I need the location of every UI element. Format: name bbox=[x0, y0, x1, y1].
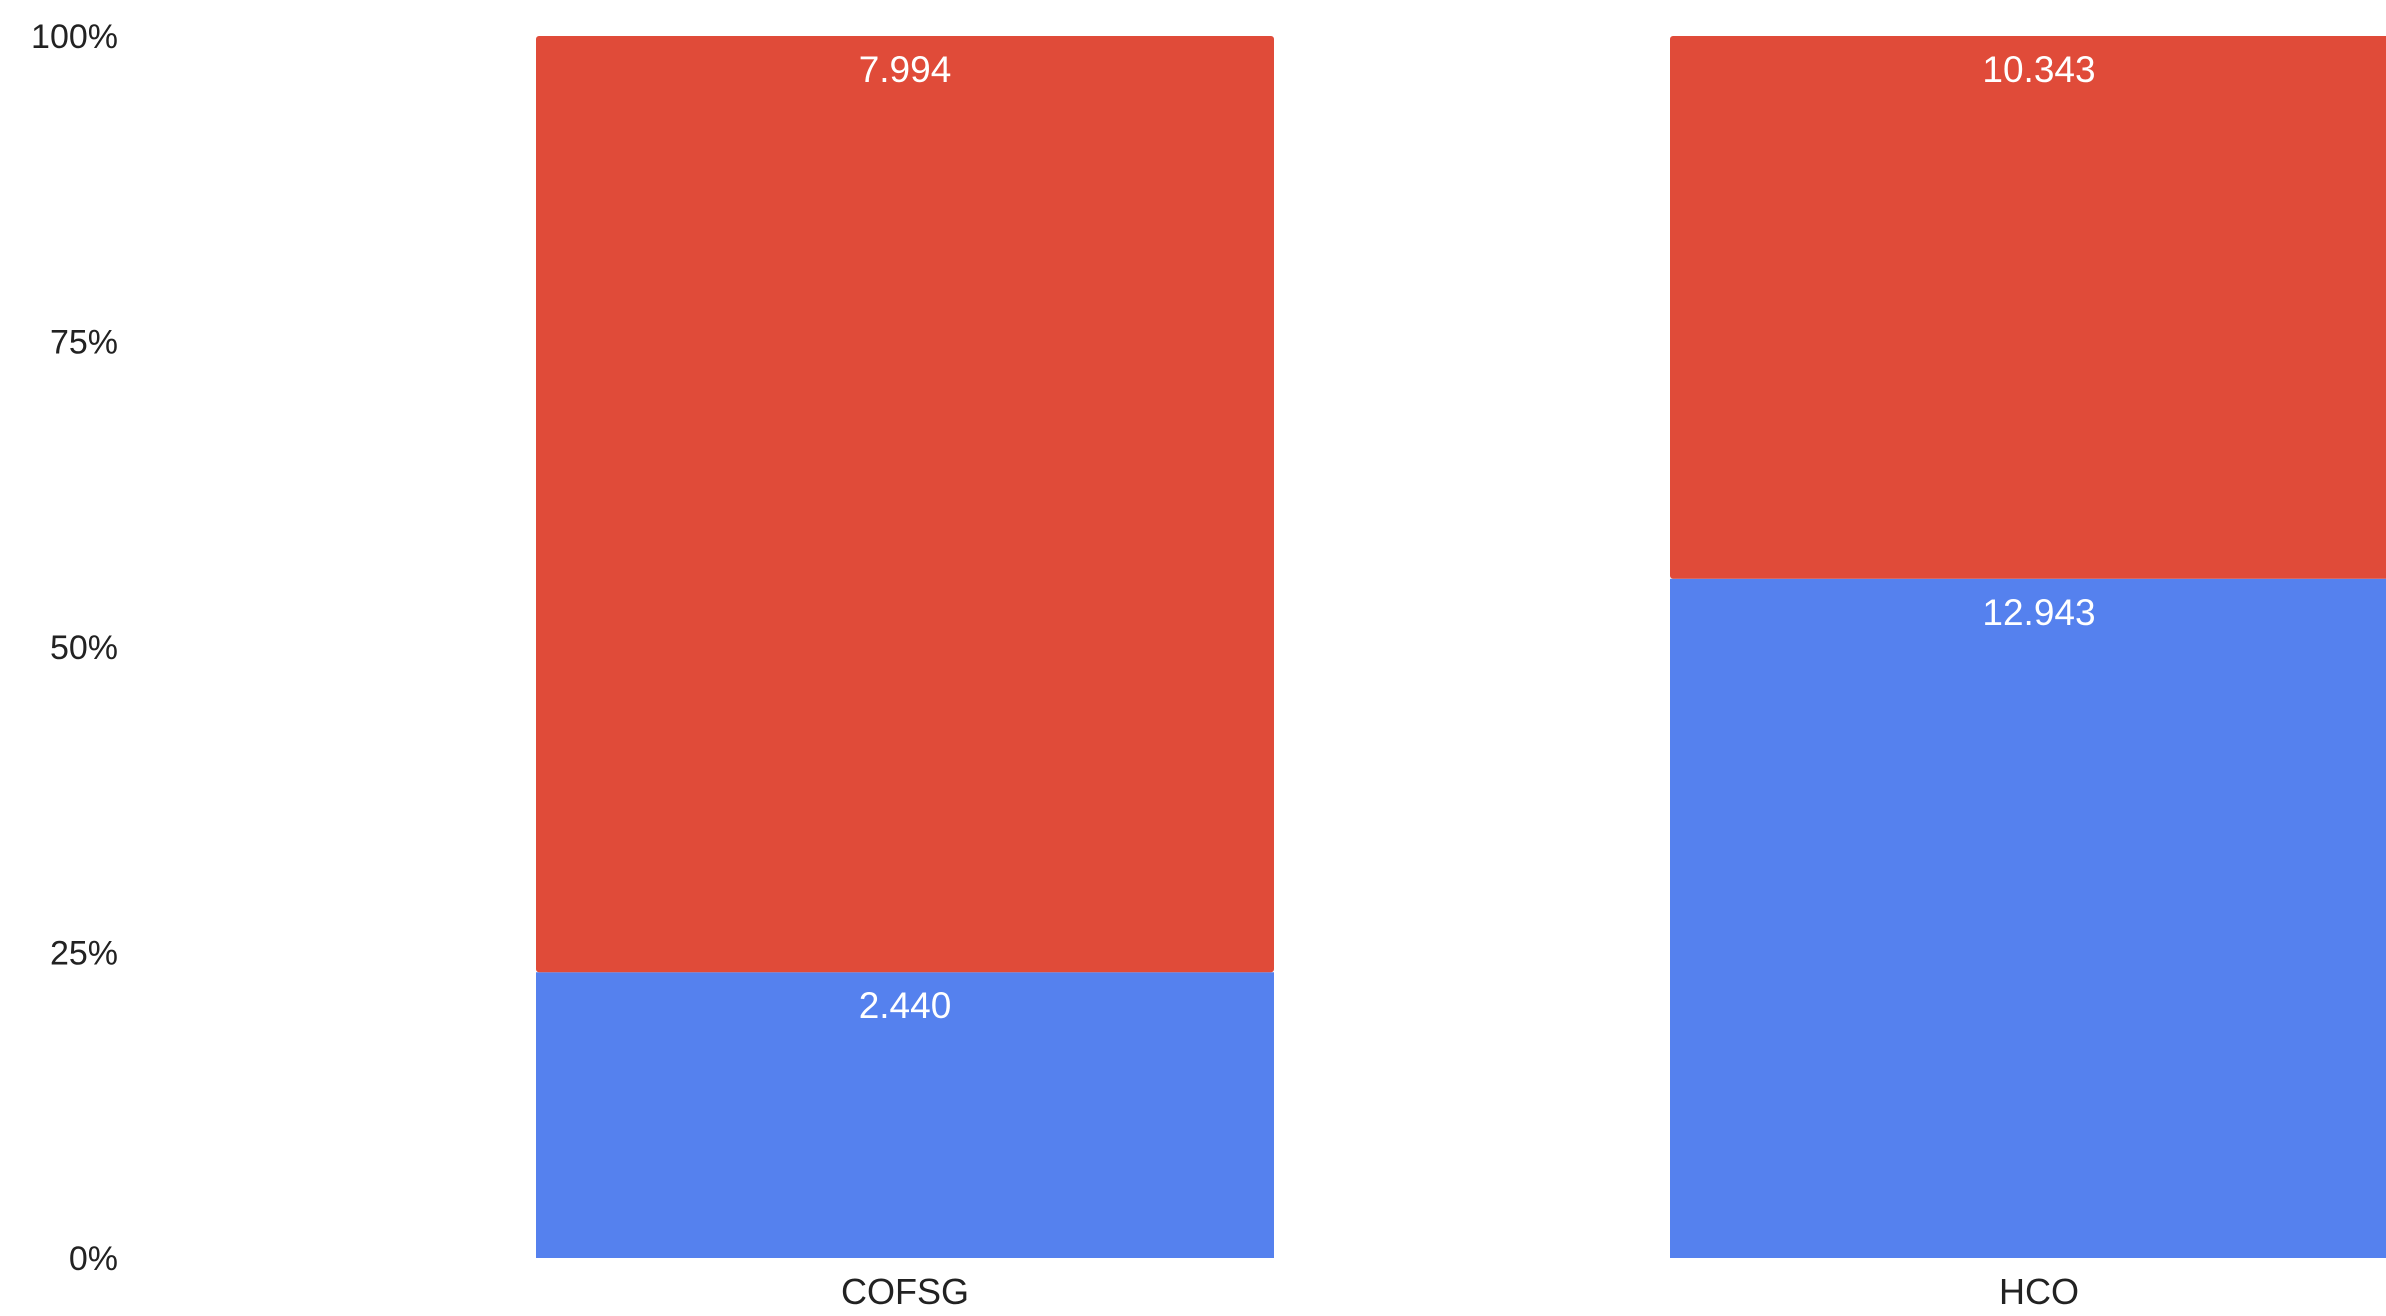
bars: 2.440 7.994 12.943 10.343 bbox=[536, 36, 2386, 1258]
bar-segment bbox=[1670, 36, 2386, 579]
bar-data-label: 7.994 bbox=[859, 49, 952, 90]
bar-segment bbox=[536, 36, 1274, 973]
bar-segment bbox=[1670, 578, 2386, 1258]
x-axis: COFSG HCO bbox=[841, 1271, 2079, 1312]
y-tick-label: 75% bbox=[50, 324, 118, 362]
bar-data-label: 12.943 bbox=[1982, 592, 2095, 633]
y-tick-label: 25% bbox=[50, 935, 118, 973]
bar-data-label: 2.440 bbox=[859, 985, 952, 1026]
y-axis: 0% 25% 50% 75% 100% bbox=[31, 18, 118, 1278]
x-category-label: HCO bbox=[1999, 1271, 2079, 1312]
y-tick-label: 50% bbox=[50, 629, 118, 667]
x-category-label: COFSG bbox=[841, 1271, 969, 1312]
bar-data-label: 10.343 bbox=[1982, 49, 2095, 90]
bar-segment bbox=[536, 972, 1274, 1258]
y-tick-label: 100% bbox=[31, 18, 118, 56]
y-tick-label: 0% bbox=[69, 1240, 118, 1278]
